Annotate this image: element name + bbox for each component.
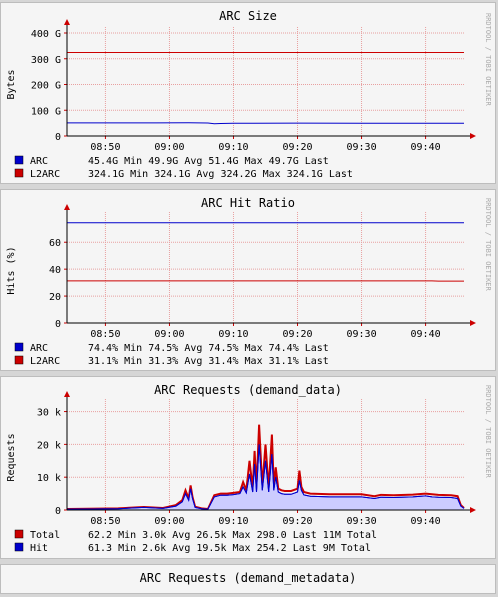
arc-hit-ratio-xtick-label: 08:50 bbox=[90, 329, 120, 340]
arc-hit-ratio-chart: ARC Hit Ratio RRDTOOL / TOBI OETIKER Hits … bbox=[1, 190, 495, 370]
arc-size-xtick-label: 08:50 bbox=[90, 142, 120, 153]
arc-requests-data-ylabel: Requests bbox=[6, 433, 17, 481]
arc-hit-ratio-ytick-label: 0 bbox=[55, 319, 61, 330]
arc-size-ytick-label: 100 G bbox=[31, 106, 61, 117]
arc-requests-data-x-arrow bbox=[470, 507, 476, 513]
arc-hit-ratio-legend-swatch bbox=[15, 343, 23, 351]
arc-size-legend-stats: 324.1G Min 324.1G Avg 324.2G Max 324.1G … bbox=[88, 169, 353, 180]
arc-hit-ratio-ytick-label: 20 bbox=[49, 292, 61, 303]
arc-requests-data-y-arrow bbox=[64, 391, 70, 397]
arc-size-x-arrow bbox=[470, 133, 476, 139]
arc-hit-ratio-x-arrow bbox=[470, 320, 476, 326]
arc-requests-data-ytick-label: 0 bbox=[55, 506, 61, 517]
arc-requests-data-chart: ARC Requests (demand_data) RRDTOOL / TOBI… bbox=[1, 377, 495, 558]
arc-requests-data-panel: ARC Requests (demand_data) RRDTOOL / TOBI… bbox=[0, 376, 496, 559]
arc-hit-ratio-ytick-label: 40 bbox=[49, 265, 61, 276]
arc-requests-metadata-chart: ARC Requests (demand_metadata) bbox=[1, 565, 495, 593]
arc-hit-ratio-xtick-label: 09:00 bbox=[154, 329, 184, 340]
arc-size-ytick-label: 0 bbox=[55, 132, 61, 143]
arc-requests-data-xtick-label: 09:20 bbox=[282, 516, 312, 527]
arc-requests-data-legend-stats: 62.2 Min 3.0k Avg 26.5k Max 298.0 Last 1… bbox=[88, 530, 377, 541]
arc-requests-data-title: ARC Requests (demand_data) bbox=[154, 383, 342, 397]
arc-hit-ratio-xtick-label: 09:20 bbox=[282, 329, 312, 340]
arc-requests-data-ytick-label: 20 k bbox=[37, 440, 61, 451]
arc-requests-data-watermark: RRDTOOL / TOBI OETIKER bbox=[484, 385, 492, 479]
arc-requests-data-legend-swatch bbox=[15, 530, 23, 538]
arc-requests-data-ytick-label: 30 k bbox=[37, 408, 61, 419]
arc-size-legend-name: L2ARC bbox=[30, 169, 60, 180]
arc-hit-ratio-legend-stats: 31.1% Min 31.3% Avg 31.4% Max 31.1% Last bbox=[88, 356, 329, 367]
arc-requests-data-ytick-label: 10 k bbox=[37, 473, 61, 484]
arc-hit-ratio-title: ARC Hit Ratio bbox=[201, 196, 295, 210]
arc-requests-data-xtick-label: 09:40 bbox=[411, 516, 441, 527]
arc-hit-ratio-legend-swatch bbox=[15, 356, 23, 364]
arc-hit-ratio-watermark: RRDTOOL / TOBI OETIKER bbox=[484, 198, 492, 292]
arc-size-xtick-label: 09:20 bbox=[282, 142, 312, 153]
arc-size-y-arrow bbox=[64, 19, 70, 25]
arc-size-panel: ARC Size RRDTOOL / TOBI OETIKER Bytes 08:50… bbox=[0, 2, 496, 184]
arc-size-ylabel: Bytes bbox=[6, 69, 17, 99]
arc-hit-ratio-xtick-label: 09:10 bbox=[218, 329, 248, 340]
arc-hit-ratio-legend-stats: 74.4% Min 74.5% Avg 74.5% Max 74.4% Last bbox=[88, 343, 329, 354]
arc-size-legend-swatch bbox=[15, 169, 23, 177]
arc-size-xtick-label: 09:30 bbox=[346, 142, 376, 153]
arc-hit-ratio-ylabel: Hits (%) bbox=[6, 246, 17, 294]
arc-requests-data-xtick-label: 09:30 bbox=[346, 516, 376, 527]
arc-requests-data-xtick-label: 09:00 bbox=[154, 516, 184, 527]
arc-hit-ratio-legend-name: ARC bbox=[30, 343, 48, 354]
arc-requests-metadata-panel: ARC Requests (demand_metadata) bbox=[0, 564, 496, 594]
arc-size-legend-name: ARC bbox=[30, 156, 48, 167]
arc-size-xtick-label: 09:00 bbox=[154, 142, 184, 153]
arc-size-series-arc-line bbox=[67, 123, 464, 124]
arc-requests-data-xtick-label: 08:50 bbox=[90, 516, 120, 527]
arc-requests-data-legend-name: Total bbox=[30, 530, 60, 541]
arc-hit-ratio-xtick-label: 09:40 bbox=[411, 329, 441, 340]
arc-requests-data-legend-name: Hit bbox=[30, 543, 48, 554]
arc-hit-ratio-legend-name: L2ARC bbox=[30, 356, 60, 367]
arc-size-watermark: RRDTOOL / TOBI OETIKER bbox=[484, 13, 492, 107]
arc-size-ytick-label: 200 G bbox=[31, 81, 61, 92]
arc-hit-ratio-panel: ARC Hit Ratio RRDTOOL / TOBI OETIKER Hits … bbox=[0, 189, 496, 371]
arc-size-title: ARC Size bbox=[219, 9, 277, 23]
arc-requests-metadata-title: ARC Requests (demand_metadata) bbox=[140, 571, 357, 585]
arc-requests-data-legend-stats: 61.3 Min 2.6k Avg 19.5k Max 254.2 Last 9… bbox=[88, 543, 371, 554]
arc-hit-ratio-y-arrow bbox=[64, 204, 70, 210]
arc-size-chart: ARC Size RRDTOOL / TOBI OETIKER Bytes 08:50… bbox=[1, 3, 495, 183]
arc-size-xtick-label: 09:40 bbox=[411, 142, 441, 153]
arc-size-ytick-label: 400 G bbox=[31, 29, 61, 40]
arc-hit-ratio-xtick-label: 09:30 bbox=[346, 329, 376, 340]
arc-requests-data-legend-swatch bbox=[15, 543, 23, 551]
arc-hit-ratio-ytick-label: 60 bbox=[49, 238, 61, 249]
arc-requests-data-xtick-label: 09:10 bbox=[218, 516, 248, 527]
arc-size-xtick-label: 09:10 bbox=[218, 142, 248, 153]
arc-size-legend-stats: 45.4G Min 49.9G Avg 51.4G Max 49.7G Last bbox=[88, 156, 329, 167]
arc-size-legend-swatch bbox=[15, 156, 23, 164]
arc-size-ytick-label: 300 G bbox=[31, 55, 61, 66]
